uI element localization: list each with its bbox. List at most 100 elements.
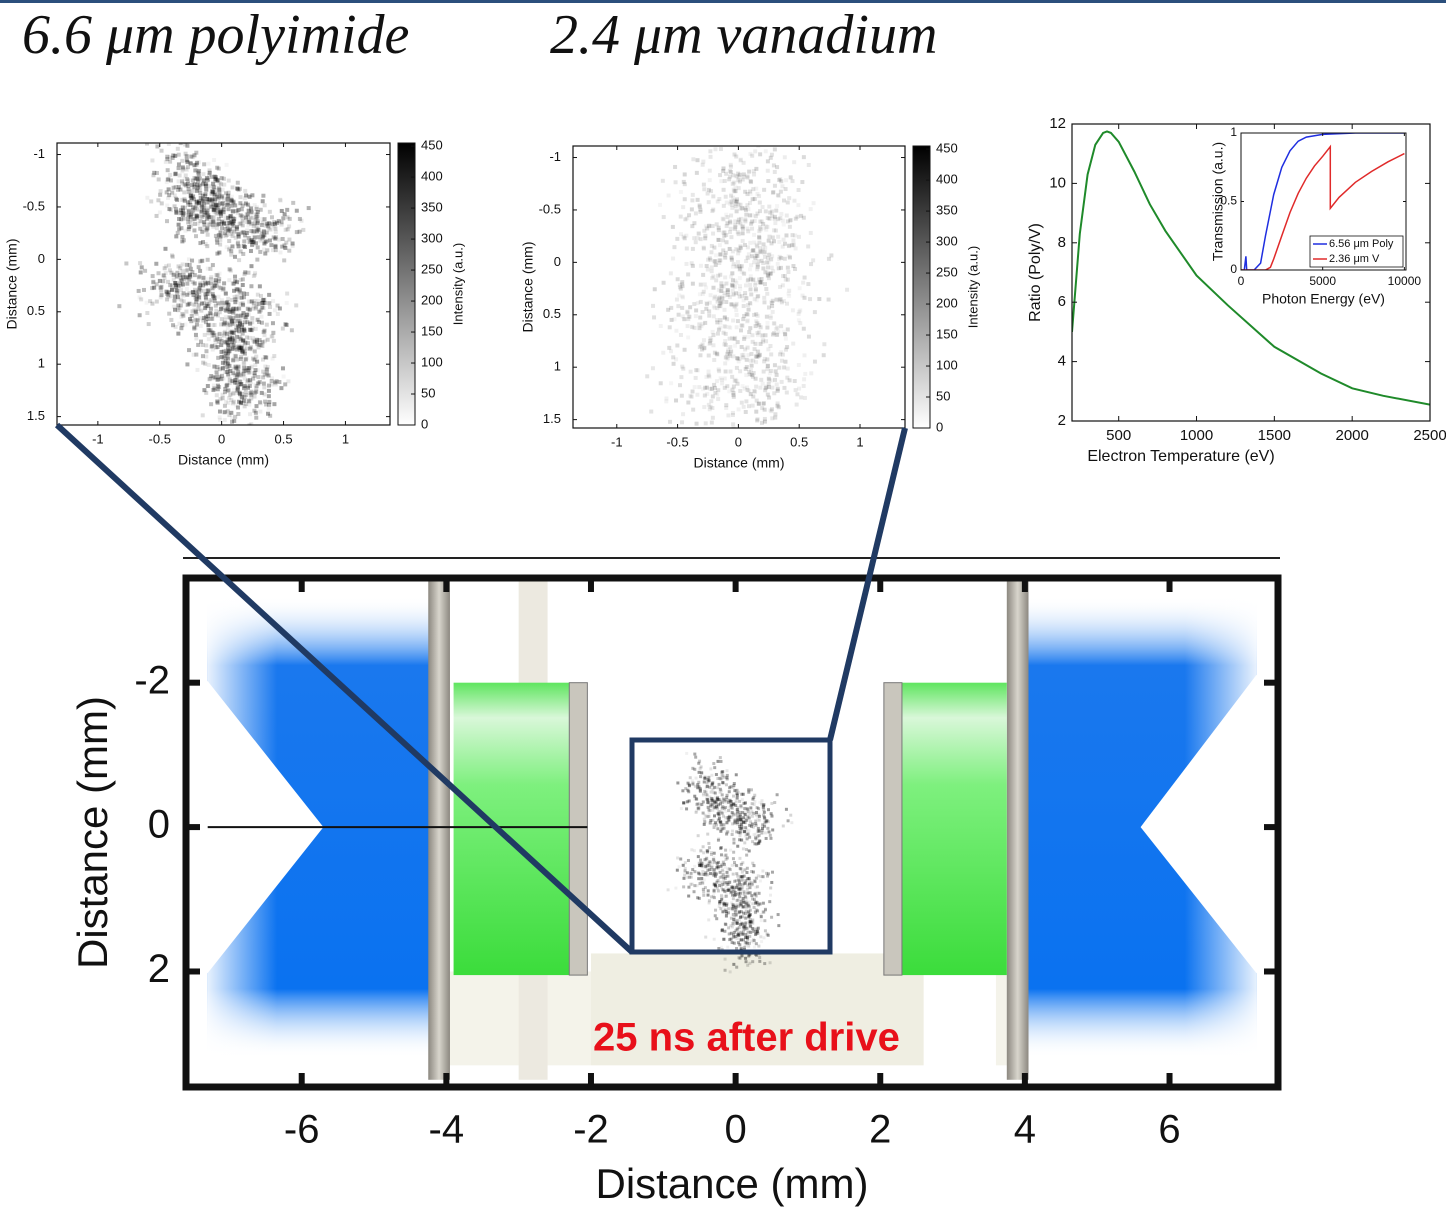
speckle: [766, 305, 771, 310]
speckle: [725, 798, 729, 802]
speckle: [694, 308, 699, 313]
speckle: [753, 376, 758, 381]
speckle: [189, 313, 194, 318]
speckle: [766, 381, 771, 386]
speckle: [758, 800, 762, 804]
speckle: [207, 215, 212, 220]
speckle: [226, 388, 231, 393]
speckle: [262, 230, 267, 235]
speckle: [753, 214, 758, 219]
speckle: [759, 219, 764, 224]
speckle: [174, 210, 179, 215]
speckle: [166, 187, 171, 192]
speckle: [701, 289, 706, 294]
speckle: [766, 820, 770, 824]
speckle: [240, 331, 245, 336]
speckle: [766, 179, 771, 184]
speckle: [690, 224, 695, 229]
speckle: [763, 821, 767, 825]
speckle: [740, 792, 744, 796]
speckle: [679, 393, 684, 398]
speckle: [683, 217, 688, 222]
speckle: [704, 814, 708, 818]
speckle: [764, 384, 769, 389]
speckle: [765, 224, 770, 229]
speckle: [219, 354, 224, 359]
speckle: [689, 882, 693, 886]
speckle: [203, 306, 208, 311]
speckle: [751, 870, 755, 874]
speckle: [697, 872, 701, 876]
speckle: [749, 925, 753, 929]
speckle: [214, 272, 219, 277]
speckle: [720, 811, 724, 815]
speckle: [702, 228, 707, 233]
speckle: [715, 805, 719, 809]
speckle: [713, 914, 717, 918]
speckle: [723, 877, 727, 881]
speckle: [186, 178, 191, 183]
speckle: [709, 803, 713, 807]
speckle: [772, 216, 777, 221]
speckle: [172, 294, 177, 299]
speckle: [719, 300, 724, 305]
speckle: [761, 261, 766, 266]
speckle: [213, 375, 218, 380]
speckle: [687, 783, 691, 787]
speckle: [772, 363, 777, 368]
speckle: [755, 294, 760, 299]
speckle: [726, 867, 730, 871]
speckle: [721, 774, 725, 778]
speckle: [234, 306, 239, 311]
speckle: [264, 402, 269, 407]
y-tick-label: 1: [38, 356, 45, 371]
speckle: [709, 265, 714, 270]
speckle: [737, 935, 741, 939]
speckle: [215, 208, 220, 213]
speckle: [694, 755, 698, 759]
speckle: [761, 401, 766, 406]
speckle: [726, 907, 730, 911]
speckle: [712, 868, 716, 872]
speckle: [187, 208, 192, 213]
speckle: [738, 328, 743, 333]
speckle: [751, 918, 755, 922]
speckle: [736, 874, 740, 878]
speckle: [725, 830, 729, 834]
speckle: [231, 199, 236, 204]
speckle: [699, 441, 703, 445]
speckle: [693, 752, 697, 756]
speckle: [187, 161, 192, 166]
speckle: [739, 822, 743, 826]
speckle: [664, 396, 669, 401]
speckle: [706, 832, 710, 836]
speckle: [192, 325, 197, 330]
speckle: [731, 336, 736, 341]
speckle: [764, 286, 769, 291]
speckle: [194, 188, 199, 193]
speckle: [774, 372, 779, 377]
speckle: [720, 296, 725, 301]
speckle: [756, 354, 761, 359]
speckle: [299, 218, 304, 223]
speckle: [744, 879, 748, 883]
speckle: [178, 208, 183, 213]
speckle: [278, 197, 283, 202]
speckle: [196, 170, 201, 175]
speckle: [698, 353, 703, 358]
speckle: [698, 237, 703, 242]
speckle: [706, 801, 710, 805]
speckle: [729, 192, 734, 197]
speckle: [755, 349, 760, 354]
speckle: [738, 866, 742, 870]
speckle: [210, 292, 215, 297]
speckle: [701, 887, 705, 891]
speckle: [207, 215, 212, 220]
speckle: [289, 328, 294, 333]
speckle: [710, 872, 714, 876]
speckle: [707, 861, 711, 865]
speckle: [745, 192, 750, 197]
speckle: [677, 285, 682, 290]
speckle: [229, 329, 234, 334]
speckle: [175, 197, 180, 202]
